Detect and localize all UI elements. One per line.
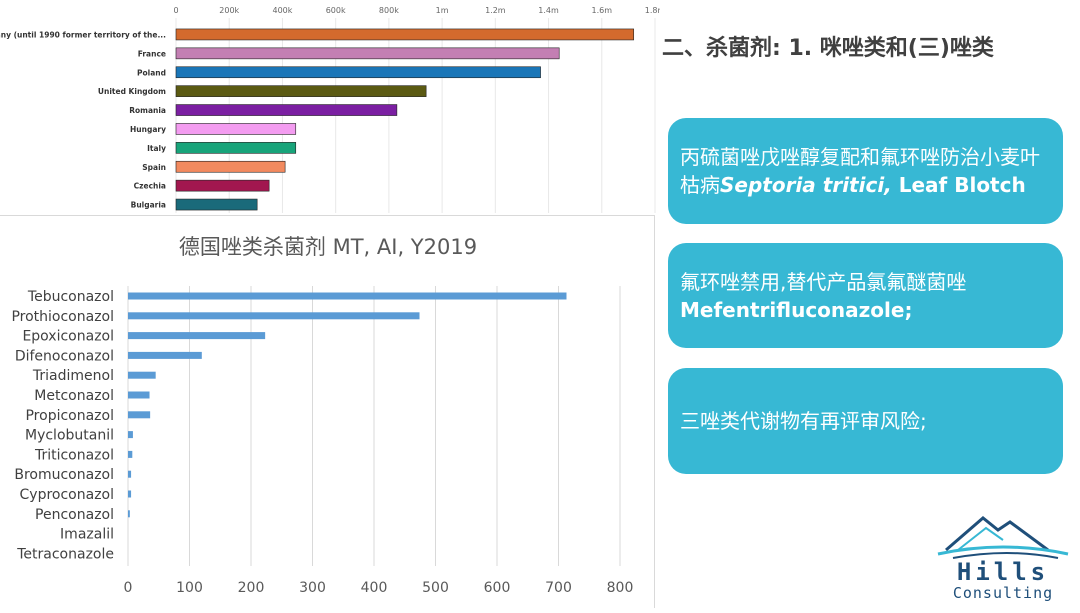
- card-2-text-en: Mefentrifluconazole;: [680, 297, 913, 322]
- slide-title: 二、杀菌剂: 1. 咪唑类和(三)唑类: [662, 36, 994, 61]
- top-x-tick-label: 1.6m: [592, 6, 613, 15]
- bottom-bar: [128, 411, 151, 419]
- country-bar-chart-svg: 0 200k 400k 600k 800k 1m 1.2m 1.4m 1.6m 1.8m Germa…: [0, 6, 665, 213]
- card-2-text-zh: 氟环唑禁用,替代产品氯氟醚菌唑: [680, 269, 967, 294]
- bottom-chart-title: 德国唑类杀菌剂 MT, AI, Y2019: [179, 235, 477, 259]
- bottom-category-label: Propiconazol: [25, 408, 114, 424]
- bottom-category-label: Triticonazol: [34, 447, 114, 463]
- bottom-bar: [128, 371, 156, 379]
- bottom-x-tick-label: 0: [124, 580, 133, 596]
- top-x-tick-label: 1.8m: [645, 6, 660, 15]
- bottom-bar: [128, 510, 130, 518]
- top-bar: [175, 85, 427, 97]
- top-bar: [175, 198, 258, 211]
- bottom-bar: [128, 470, 132, 478]
- bottom-category-label: Prothioconazol: [11, 309, 114, 325]
- logo-sub: Consulting: [952, 584, 1054, 602]
- azole-bar-chart: 德国唑类杀菌剂 MT, AI, Y2019 0 100 200 300 400 500 600…: [0, 215, 655, 608]
- mountain-icon: [937, 516, 1069, 559]
- top-category-label: Czechia: [134, 182, 166, 191]
- top-bar: [175, 28, 635, 41]
- bottom-x-tick-label: 500: [422, 580, 449, 596]
- bottom-category-label: Triadimenol: [32, 368, 114, 384]
- bottom-bar: [128, 351, 202, 359]
- bottom-x-tick-label: 100: [176, 580, 203, 596]
- bottom-x-tick-label: 700: [545, 580, 572, 596]
- top-x-tick-label: 1.4m: [538, 6, 559, 15]
- top-bar: [175, 123, 297, 135]
- bottom-category-label: Difenoconazol: [15, 348, 114, 364]
- bottom-bar: [128, 431, 133, 439]
- bottom-category-label: Myclobutanil: [25, 428, 114, 444]
- top-category-label: Germany (until 1990 former territory of …: [0, 30, 166, 39]
- top-x-tick-label: 200k: [219, 6, 239, 15]
- card-1-text-en: Leaf Blotch: [891, 173, 1026, 197]
- bottom-x-tick-label: 200: [238, 580, 265, 596]
- azole-bar-chart-svg: 德国唑类杀菌剂 MT, AI, Y2019 0 100 200 300 400 500 600…: [11, 235, 634, 596]
- top-category-label: Hungary: [130, 125, 166, 134]
- bottom-category-label: Tebuconazol: [27, 289, 114, 305]
- top-category-label: France: [138, 49, 166, 58]
- top-bar: [175, 104, 398, 116]
- top-bar: [175, 47, 560, 60]
- top-category-label: Spain: [142, 163, 166, 172]
- info-card-1: 丙硫菌唑戊唑醇复配和氟环唑防治小麦叶枯病Septoria tritici, Le…: [668, 118, 1063, 224]
- bottom-bar: [128, 332, 266, 340]
- info-card-2: 氟环唑禁用,替代产品氯氟醚菌唑 Mefentrifluconazole;: [668, 243, 1063, 348]
- hills-consulting-logo: Hills Consulting: [928, 510, 1078, 605]
- top-x-tick-label: 1m: [436, 6, 449, 15]
- bottom-bar: [128, 490, 132, 498]
- bottom-category-label: Bromuconazol: [14, 467, 114, 483]
- top-x-tick-label: 800k: [379, 6, 399, 15]
- info-card-3: 三唑类代谢物有再评审风险;: [668, 368, 1063, 474]
- top-category-label: United Kingdom: [98, 87, 166, 96]
- top-x-tick-label: 400k: [272, 6, 292, 15]
- card-1-text-zh: 丙硫菌唑戊唑醇复配和氟环唑防治小麦叶枯病: [680, 145, 1040, 197]
- top-bar: [175, 179, 270, 192]
- bottom-bar: [128, 391, 150, 399]
- bottom-category-label: Penconazol: [35, 507, 114, 523]
- bottom-x-tick-label: 800: [607, 580, 634, 596]
- bottom-bar: [128, 312, 420, 320]
- top-x-tick-label: 1.2m: [485, 6, 506, 15]
- bottom-category-label: Tetraconazole: [16, 546, 114, 562]
- top-category-label: Italy: [147, 144, 166, 153]
- top-bar: [175, 142, 297, 154]
- top-category-label: Poland: [137, 68, 166, 77]
- top-x-tick-label: 0: [173, 6, 178, 15]
- bottom-category-label: Cyproconazol: [20, 487, 114, 503]
- top-category-label: Romania: [129, 106, 166, 115]
- top-x-tick-label: 600k: [326, 6, 346, 15]
- bottom-category-label: Epoxiconazol: [22, 329, 114, 345]
- top-bar: [175, 66, 541, 79]
- bottom-category-label: Imazalil: [60, 527, 114, 543]
- top-bar: [175, 160, 286, 173]
- bottom-bar: [128, 292, 567, 300]
- top-category-label: Bulgaria: [131, 201, 166, 210]
- bottom-x-tick-label: 300: [299, 580, 326, 596]
- bottom-x-tick-label: 400: [361, 580, 388, 596]
- card-3-text-zh: 三唑类代谢物有再评审风险;: [680, 409, 927, 433]
- bottom-x-tick-label: 600: [484, 580, 511, 596]
- card-1-text-latin: Septoria tritici,: [720, 173, 892, 197]
- logo-name: Hills: [956, 558, 1050, 586]
- country-bar-chart: 0 200k 400k 600k 800k 1m 1.2m 1.4m 1.6m 1.8m Germa…: [0, 0, 665, 215]
- bottom-category-label: Metconazol: [34, 388, 114, 404]
- bottom-bar: [128, 450, 133, 458]
